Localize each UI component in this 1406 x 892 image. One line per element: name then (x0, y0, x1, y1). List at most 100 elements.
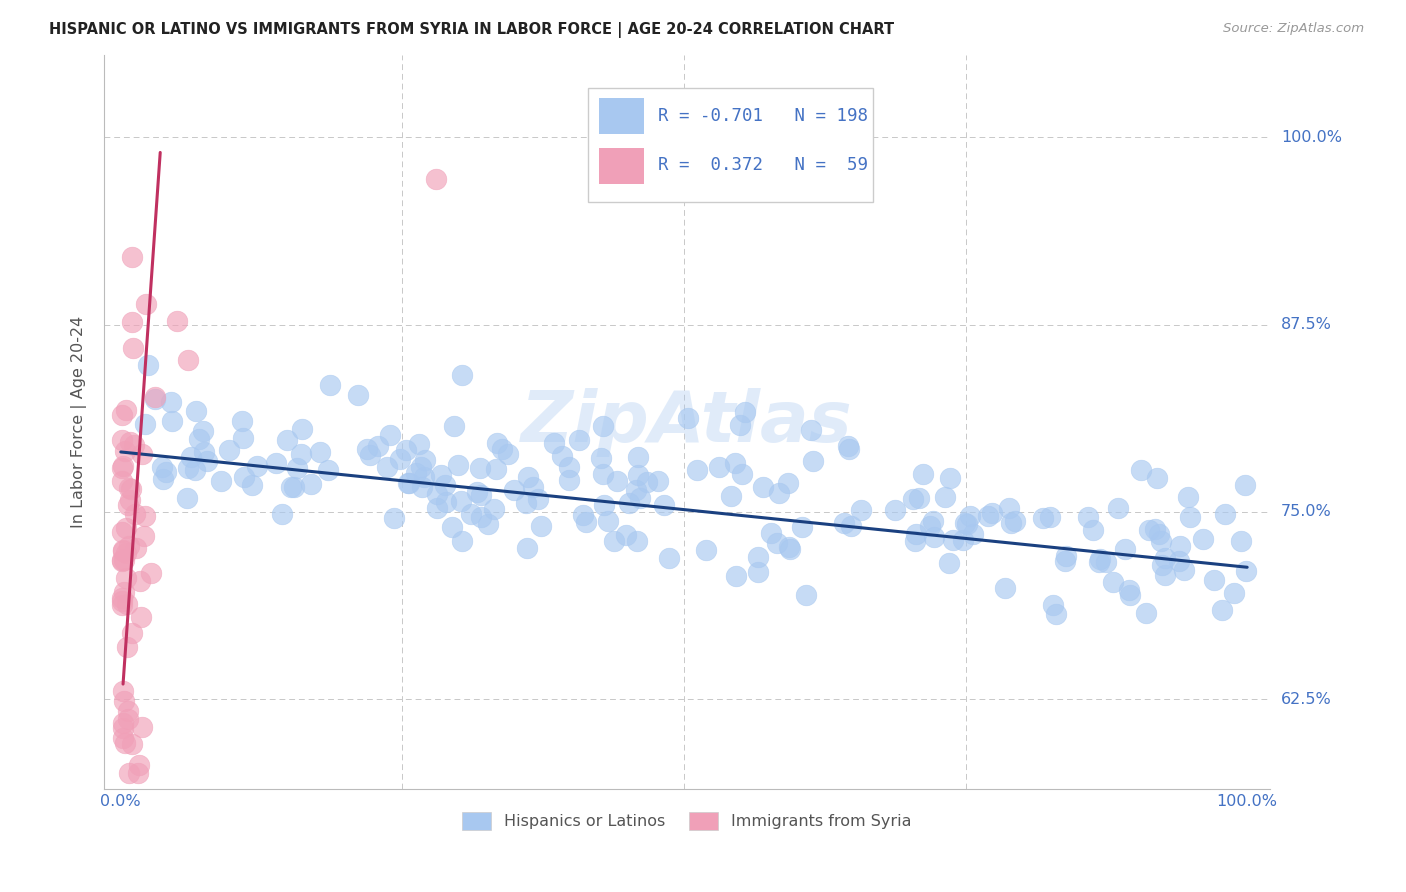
Point (572, 508, 595, 522)
Point (1095, 555, 1118, 569)
Point (778, 540, 800, 554)
Point (131, 447, 153, 461)
Point (413, 470, 436, 484)
Point (918, 519, 941, 533)
Point (316, 463, 339, 477)
Point (134, 417, 156, 431)
Point (1223, 586, 1246, 600)
Point (246, 458, 269, 473)
Point (1004, 514, 1026, 528)
Point (395, 442, 418, 457)
Point (118, 481, 141, 495)
Point (725, 569, 748, 583)
Point (938, 471, 960, 485)
Point (1077, 510, 1099, 524)
Point (388, 452, 411, 467)
Point (177, 460, 200, 475)
Point (131, 720, 153, 734)
Point (942, 533, 965, 548)
Point (127, 766, 149, 780)
Point (516, 469, 538, 483)
Point (589, 451, 612, 466)
Point (1154, 550, 1177, 565)
Text: 100.0%: 100.0% (1281, 130, 1341, 145)
Point (551, 449, 574, 463)
Point (460, 507, 482, 521)
Point (747, 549, 769, 564)
Point (430, 467, 453, 482)
Point (724, 456, 747, 470)
Text: Source: ZipAtlas.com: Source: ZipAtlas.com (1223, 22, 1364, 36)
Point (111, 591, 134, 606)
Point (120, 435, 142, 450)
Point (232, 431, 254, 445)
Point (1168, 540, 1191, 554)
Point (115, 597, 138, 611)
Point (522, 480, 544, 494)
Point (195, 454, 218, 468)
Point (959, 508, 981, 523)
Point (470, 488, 492, 502)
Point (135, 297, 157, 311)
Point (120, 482, 142, 496)
Point (1143, 523, 1166, 537)
Point (1202, 573, 1225, 587)
Point (112, 585, 135, 599)
Point (346, 388, 368, 402)
Point (838, 442, 860, 457)
Point (922, 514, 945, 528)
Point (309, 445, 332, 459)
Point (575, 515, 598, 529)
Point (1173, 563, 1195, 577)
Point (765, 536, 787, 550)
Text: R = -0.701   N = 198: R = -0.701 N = 198 (658, 107, 868, 125)
Point (626, 483, 648, 497)
Point (115, 571, 138, 585)
Point (470, 461, 492, 475)
Point (111, 599, 134, 613)
Point (1234, 477, 1257, 491)
Point (491, 442, 513, 456)
Point (111, 408, 134, 422)
Point (134, 509, 156, 524)
Point (411, 480, 433, 494)
Point (676, 410, 699, 425)
Point (998, 500, 1021, 515)
Point (112, 731, 135, 746)
Point (122, 438, 145, 452)
Point (779, 542, 801, 557)
Point (115, 546, 138, 560)
Point (184, 404, 207, 418)
Point (1053, 554, 1076, 568)
Point (143, 392, 166, 407)
Point (451, 368, 474, 383)
Point (952, 533, 974, 547)
Point (1118, 583, 1140, 598)
Point (114, 444, 136, 458)
Point (1101, 574, 1123, 589)
Point (768, 486, 790, 500)
Point (592, 467, 614, 481)
Point (319, 378, 342, 392)
Point (592, 498, 614, 512)
Point (240, 478, 263, 492)
Point (276, 433, 298, 447)
Point (686, 463, 709, 477)
Point (184, 463, 207, 477)
Point (290, 422, 312, 436)
Point (1146, 471, 1168, 485)
Point (111, 553, 134, 567)
Point (628, 491, 651, 505)
Point (1087, 555, 1109, 569)
Point (145, 390, 167, 404)
Point (596, 514, 619, 528)
Point (922, 530, 945, 544)
Point (956, 517, 979, 532)
Point (118, 539, 141, 553)
Point (790, 520, 813, 534)
Text: HISPANIC OR LATINO VS IMMIGRANTS FROM SYRIA IN LABOR FORCE | AGE 20-24 CORRELATI: HISPANIC OR LATINO VS IMMIGRANTS FROM SY… (49, 22, 894, 38)
Point (121, 737, 143, 751)
Point (1042, 598, 1064, 612)
Point (129, 609, 152, 624)
Point (1150, 534, 1173, 549)
